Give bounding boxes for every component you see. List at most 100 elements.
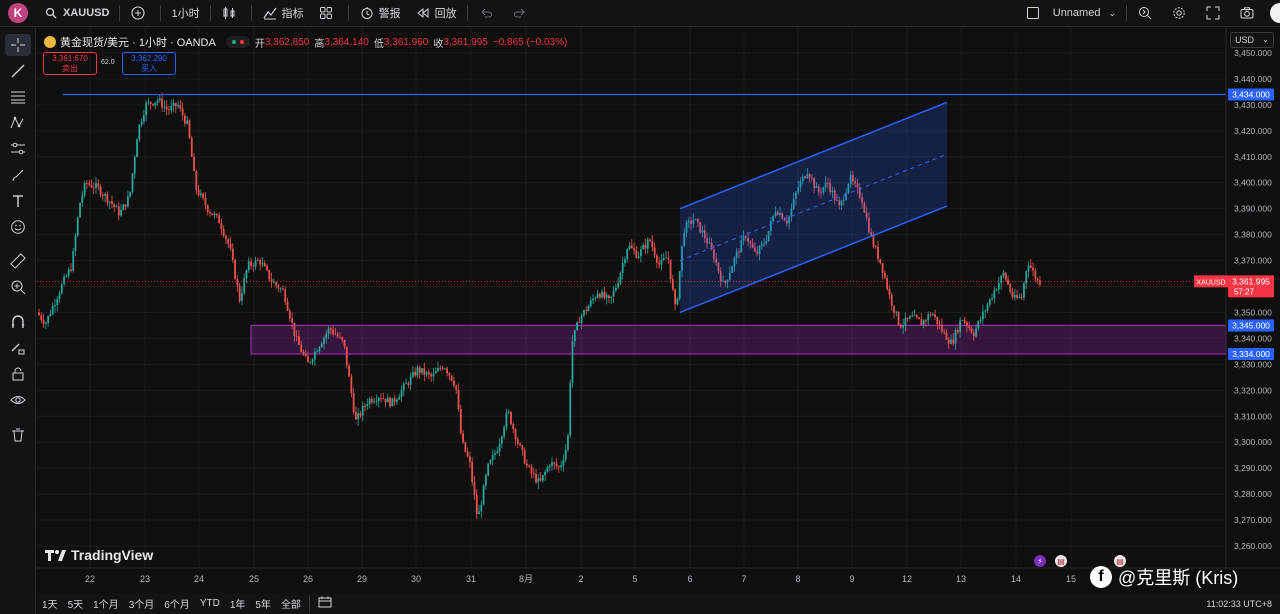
- settings-button[interactable]: [1164, 0, 1198, 27]
- candle-body: [822, 187, 825, 193]
- quick-search-button[interactable]: [1130, 0, 1164, 27]
- undo-button[interactable]: [471, 0, 505, 27]
- candle-body: [888, 289, 891, 295]
- chart-type-button[interactable]: [214, 0, 248, 27]
- candle-body: [482, 485, 485, 505]
- time-tick-label: 12: [902, 574, 912, 584]
- grid: [37, 28, 1226, 568]
- timeframe-1d[interactable]: 1天: [42, 600, 58, 611]
- candle-body: [380, 398, 382, 399]
- clock[interactable]: 11:02:33 UTC+8: [1206, 598, 1272, 609]
- layout-square-icon: [1025, 5, 1041, 21]
- symbol-search[interactable]: XAUUSD: [36, 0, 116, 27]
- candle-body: [256, 260, 259, 262]
- candle-body: [124, 204, 127, 207]
- candle-body: [106, 193, 109, 203]
- timeframe-ytd[interactable]: YTD: [199, 598, 220, 609]
- candle-body: [293, 322, 296, 336]
- timeframe-6m[interactable]: 6个月: [164, 600, 190, 611]
- candle-body: [268, 269, 271, 280]
- spread-value: 62.0: [101, 59, 115, 66]
- price-tick-label: 3,400.000: [1234, 178, 1272, 188]
- candle-body: [405, 383, 407, 385]
- candle-body: [58, 293, 61, 300]
- crosshair-tool[interactable]: [5, 34, 31, 56]
- fullscreen-button[interactable]: [1198, 0, 1232, 27]
- layout-selector[interactable]: Unnamed ⌄: [1018, 0, 1123, 27]
- timeframe-3m[interactable]: 3个月: [128, 600, 155, 611]
- candle-body: [769, 221, 772, 232]
- timeframe-5d[interactable]: 5天: [67, 600, 84, 611]
- candle-body: [886, 277, 889, 290]
- snapshot-button[interactable]: [1232, 0, 1266, 27]
- trend-line-tool[interactable]: [5, 60, 31, 82]
- text-tool[interactable]: [5, 190, 31, 212]
- publish-button[interactable]: [1270, 3, 1280, 23]
- divider: [347, 5, 349, 21]
- candle-body: [913, 315, 916, 317]
- timeframe-all[interactable]: 全部: [280, 600, 301, 611]
- event-flash-icon[interactable]: ⚡: [1034, 555, 1046, 567]
- time-axis[interactable]: 22 23 24 25 26 29 30 31 8月 2 5 6 7 8 9 12 13 14 15: [85, 574, 1076, 584]
- sell-button[interactable]: 3,361.670 卖出: [43, 52, 97, 75]
- zoom-tool[interactable]: [5, 276, 31, 298]
- candle-body: [197, 189, 200, 196]
- candle-body: [469, 456, 471, 462]
- candle-body: [384, 398, 387, 403]
- timeframe-5y[interactable]: 5年: [255, 600, 271, 611]
- candle-body: [1023, 283, 1025, 298]
- candle-body: [298, 336, 300, 345]
- price-chart[interactable]: 3,450.000 3,440.000 3,430.000 3,420.000 3,41…: [37, 28, 1280, 593]
- time-tick-label: 26: [303, 574, 313, 584]
- open-label: 开: [254, 38, 265, 50]
- compare-button[interactable]: [123, 0, 157, 27]
- candle-body: [510, 411, 512, 425]
- candle-body: [261, 263, 264, 265]
- us-flag-icon[interactable]: ▤: [1055, 555, 1067, 567]
- candle-body: [101, 194, 104, 196]
- tradingview-logo[interactable]: TradingView: [45, 547, 153, 563]
- brush-tool[interactable]: [5, 164, 31, 186]
- legend-title[interactable]: 黄金现货/美元 · 1小时 · OANDA: [60, 37, 216, 49]
- hide-drawings-tool[interactable]: [5, 389, 31, 411]
- fib-tool[interactable]: [5, 86, 31, 108]
- candle-body: [147, 101, 150, 103]
- remove-drawings-tool[interactable]: [5, 424, 31, 446]
- magnet-tool[interactable]: [5, 311, 31, 333]
- stay-drawing-tool[interactable]: [5, 337, 31, 359]
- candle-body: [728, 272, 731, 280]
- replay-button[interactable]: 回放: [408, 0, 464, 27]
- candle-body: [343, 340, 346, 347]
- redo-button[interactable]: [505, 0, 539, 27]
- buy-button[interactable]: 3,362.290 买入: [122, 52, 176, 75]
- candle-body: [186, 120, 189, 124]
- candle-body: [813, 178, 816, 188]
- templates-button[interactable]: [311, 0, 345, 27]
- forecast-tool[interactable]: [5, 138, 31, 160]
- candle-body: [172, 103, 175, 106]
- candle-body: [334, 333, 337, 335]
- candle-body: [1032, 267, 1034, 271]
- watermark: f @克里斯 (Kris): [1090, 564, 1238, 590]
- interval-button[interactable]: 1小时: [171, 8, 200, 20]
- candle-body: [300, 344, 303, 352]
- candle-body: [749, 241, 752, 244]
- alert-button[interactable]: 警报: [352, 0, 408, 27]
- indicators-button[interactable]: 指标: [255, 0, 311, 27]
- ruler-tool[interactable]: [5, 250, 31, 272]
- currency-select[interactable]: USD ⌄: [1230, 32, 1274, 48]
- lock-drawings-tool[interactable]: [5, 363, 31, 385]
- crosshair-icon: [11, 38, 25, 52]
- timeframe-1y[interactable]: 1年: [229, 600, 246, 611]
- user-avatar[interactable]: K: [8, 3, 28, 23]
- emoji-tool[interactable]: [5, 216, 31, 238]
- candle-body: [925, 320, 927, 321]
- pattern-tool[interactable]: [5, 112, 31, 134]
- candle-body: [968, 326, 971, 329]
- us-flag-icon[interactable]: ▤: [1114, 555, 1126, 567]
- candle-body: [266, 266, 268, 270]
- candle-body: [977, 321, 980, 329]
- candle-body: [799, 181, 802, 188]
- date-range-button[interactable]: [313, 596, 337, 611]
- timeframe-1m[interactable]: 1个月: [93, 600, 119, 611]
